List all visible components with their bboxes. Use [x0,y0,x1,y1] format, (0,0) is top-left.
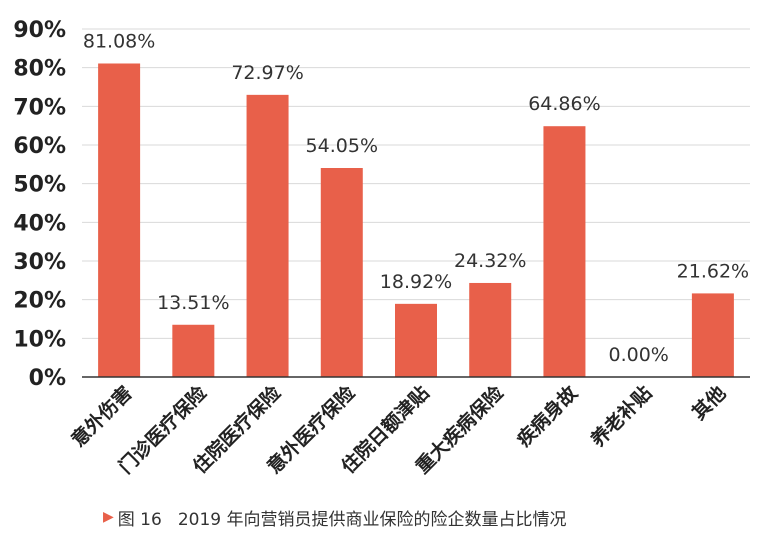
value-label: 72.97% [231,62,303,84]
caption-text: 2019 年向营销员提供商业保险的险企数量占比情况 [177,509,567,530]
y-tick-label: 30% [13,250,66,275]
bars [98,63,734,378]
bar [172,324,215,377]
y-tick-label: 10% [13,327,66,352]
bar [691,293,734,377]
y-axis-ticks: 0% 10% 20% 30% 40% 50% 60% 70% 80% 90% [13,18,66,391]
x-tick-label: 养老补贴 [585,381,656,452]
bar [320,168,363,377]
bar [543,126,586,377]
bar-chart: 0% 10% 20% 30% 40% 50% 60% 70% 80% 90% 81.08% 13.5… [13,18,750,479]
bar [246,94,289,377]
gridlines [82,28,750,339]
bar [98,63,141,378]
y-tick-label: 70% [13,95,66,120]
value-label: 21.62% [677,260,749,282]
bar [469,282,512,377]
value-label: 13.51% [157,292,229,314]
x-tick-label: 意外伤害 [67,381,137,451]
value-label: 24.32% [454,250,526,272]
y-tick-label: 90% [13,18,66,43]
y-tick-label: 0% [29,366,66,391]
value-labels: 81.08% 13.51% 72.97% 54.05% 18.92%24.32% 64.8… [83,30,749,366]
y-tick-label: 60% [13,134,66,159]
x-tick-label: 其他 [687,381,730,424]
value-label: 0.00% [608,344,668,366]
value-label: 64.86% [528,93,600,115]
y-tick-label: 80% [13,57,66,82]
value-label: 18.92% [380,271,452,293]
x-tick-label: 疾病身故 [512,381,583,452]
caption-marker-icon: ▶ [103,509,114,525]
y-tick-label: 50% [13,173,66,198]
y-tick-label: 20% [13,289,66,314]
y-tick-label: 40% [13,211,66,236]
bar [395,303,437,377]
value-label: 54.05% [306,135,378,157]
figure-caption: ▶ 图 16 2019 年向营销员提供商业保险的险企数量占比情况 [103,502,567,532]
value-label: 81.08% [83,30,155,52]
figure-number: 图 16 [117,509,162,530]
